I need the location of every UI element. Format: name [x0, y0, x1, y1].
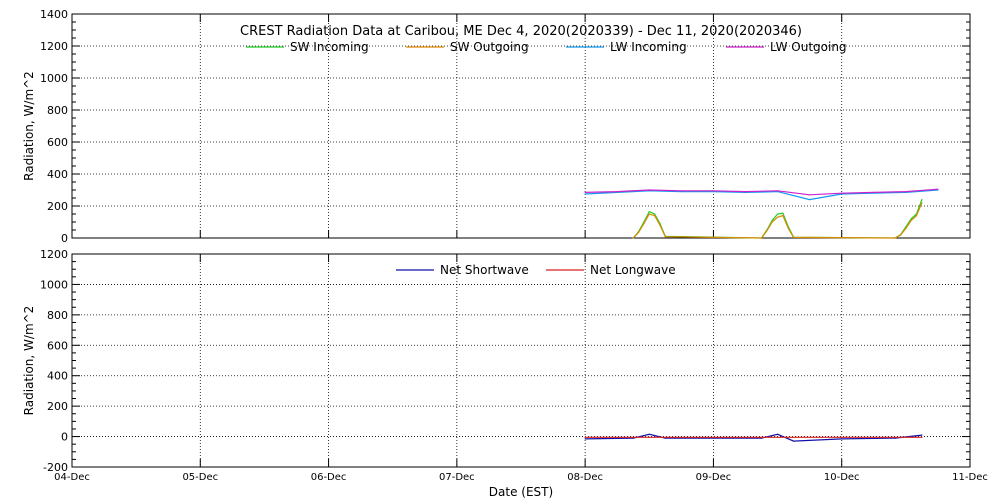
data-point — [915, 215, 918, 217]
data-point — [787, 227, 789, 229]
panel-2: -200 0 200 400 600 800 1000 1200 04-Dec 05-Dec 06-… — [22, 248, 988, 499]
data-point — [921, 434, 923, 436]
y-tick-label: 800 — [47, 309, 68, 322]
y-tick-label: 400 — [47, 168, 68, 181]
x-tick-label: 11-Dec — [952, 472, 988, 483]
y-tick-label: -200 — [43, 461, 68, 474]
data-point — [584, 193, 586, 195]
data-point — [841, 438, 843, 440]
data-point — [776, 436, 779, 438]
data-point — [771, 219, 773, 221]
y-tick-label: 800 — [47, 104, 68, 117]
data-point — [809, 199, 811, 201]
data-point — [648, 211, 650, 213]
legend-label: Net Longwave — [590, 263, 676, 277]
series-line — [632, 199, 923, 239]
x-tick-label: 07-Dec — [439, 472, 475, 483]
y-tick-label: 1000 — [40, 72, 68, 85]
legend-label: Net Shortwave — [440, 263, 529, 277]
data-point — [910, 219, 912, 221]
data-point — [648, 436, 650, 438]
data-point — [654, 215, 656, 217]
x-tick-label: 10-Dec — [824, 472, 860, 483]
legend-label: SW Incoming — [290, 40, 369, 54]
data-point — [841, 436, 843, 438]
y-tick-label: 600 — [47, 136, 68, 149]
data-point — [776, 433, 779, 435]
y-tick-label: 200 — [47, 200, 68, 213]
y-tick-label: 1000 — [40, 278, 68, 291]
y-tick-label: 1200 — [40, 248, 68, 261]
data-point — [664, 236, 666, 238]
y-axis-label: Radiation, W/m^2 — [22, 71, 36, 181]
data-point — [905, 227, 907, 229]
x-axis-label: Date (EST) — [489, 485, 553, 499]
series-line — [585, 189, 938, 201]
y-tick-label: 400 — [47, 370, 68, 383]
y-tick-label: 0 — [61, 232, 68, 245]
legend-label: LW Incoming — [610, 40, 687, 54]
data-point — [793, 440, 795, 442]
data-point — [654, 213, 656, 215]
data-point — [616, 191, 618, 193]
data-point — [648, 433, 650, 435]
x-tick-label: 06-Dec — [311, 472, 347, 483]
data-point — [809, 194, 811, 196]
data-point — [782, 215, 784, 217]
data-point — [584, 191, 586, 193]
chart-title: CREST Radiation Data at Caribou, ME Dec … — [240, 24, 802, 39]
y-tick-label: 0 — [61, 431, 68, 444]
data-point — [712, 190, 715, 192]
data-point — [894, 237, 896, 239]
y-tick-label: 600 — [47, 339, 68, 352]
data-point — [771, 221, 773, 223]
data-point — [744, 191, 747, 193]
x-tick-label: 09-Dec — [696, 472, 732, 483]
data-point — [637, 231, 640, 233]
legend-label: SW Outgoing — [450, 40, 529, 54]
data-point — [921, 202, 923, 204]
data-point — [905, 191, 907, 193]
data-point — [841, 192, 843, 194]
x-tick-label: 05-Dec — [182, 472, 218, 483]
data-point — [632, 237, 634, 239]
series-line — [585, 188, 938, 196]
data-point — [905, 436, 907, 438]
data-point — [910, 218, 912, 220]
data-point — [921, 199, 923, 201]
data-point — [873, 191, 875, 193]
data-point — [643, 223, 645, 225]
data-point — [793, 236, 795, 238]
legend-label: LW Outgoing — [770, 40, 847, 54]
data-point — [648, 213, 650, 215]
data-point — [899, 234, 902, 236]
data-point — [584, 436, 586, 438]
data-point — [766, 230, 768, 232]
data-point — [776, 216, 779, 218]
data-point — [584, 438, 586, 440]
data-point — [782, 212, 784, 214]
y-tick-label: 1200 — [40, 40, 68, 53]
y-axis-label: Radiation, W/m^2 — [22, 306, 36, 416]
data-point — [659, 224, 661, 226]
y-tick-label: 1400 — [40, 8, 68, 21]
x-tick-label: 04-Dec — [54, 472, 90, 483]
data-point — [680, 190, 682, 192]
data-point — [712, 436, 715, 438]
data-point — [921, 436, 923, 438]
series-line — [632, 202, 923, 239]
y-tick-label: 200 — [47, 400, 68, 413]
panel-1: 0 200 400 600 800 1000 1200 1400 Radiation, W/m^… — [22, 8, 971, 245]
plot-frame — [71, 253, 971, 468]
data-point — [776, 190, 779, 192]
data-point — [937, 188, 939, 190]
data-point — [776, 213, 779, 215]
x-tick-label: 08-Dec — [567, 472, 603, 483]
data-point — [760, 237, 763, 239]
data-point — [648, 189, 650, 191]
